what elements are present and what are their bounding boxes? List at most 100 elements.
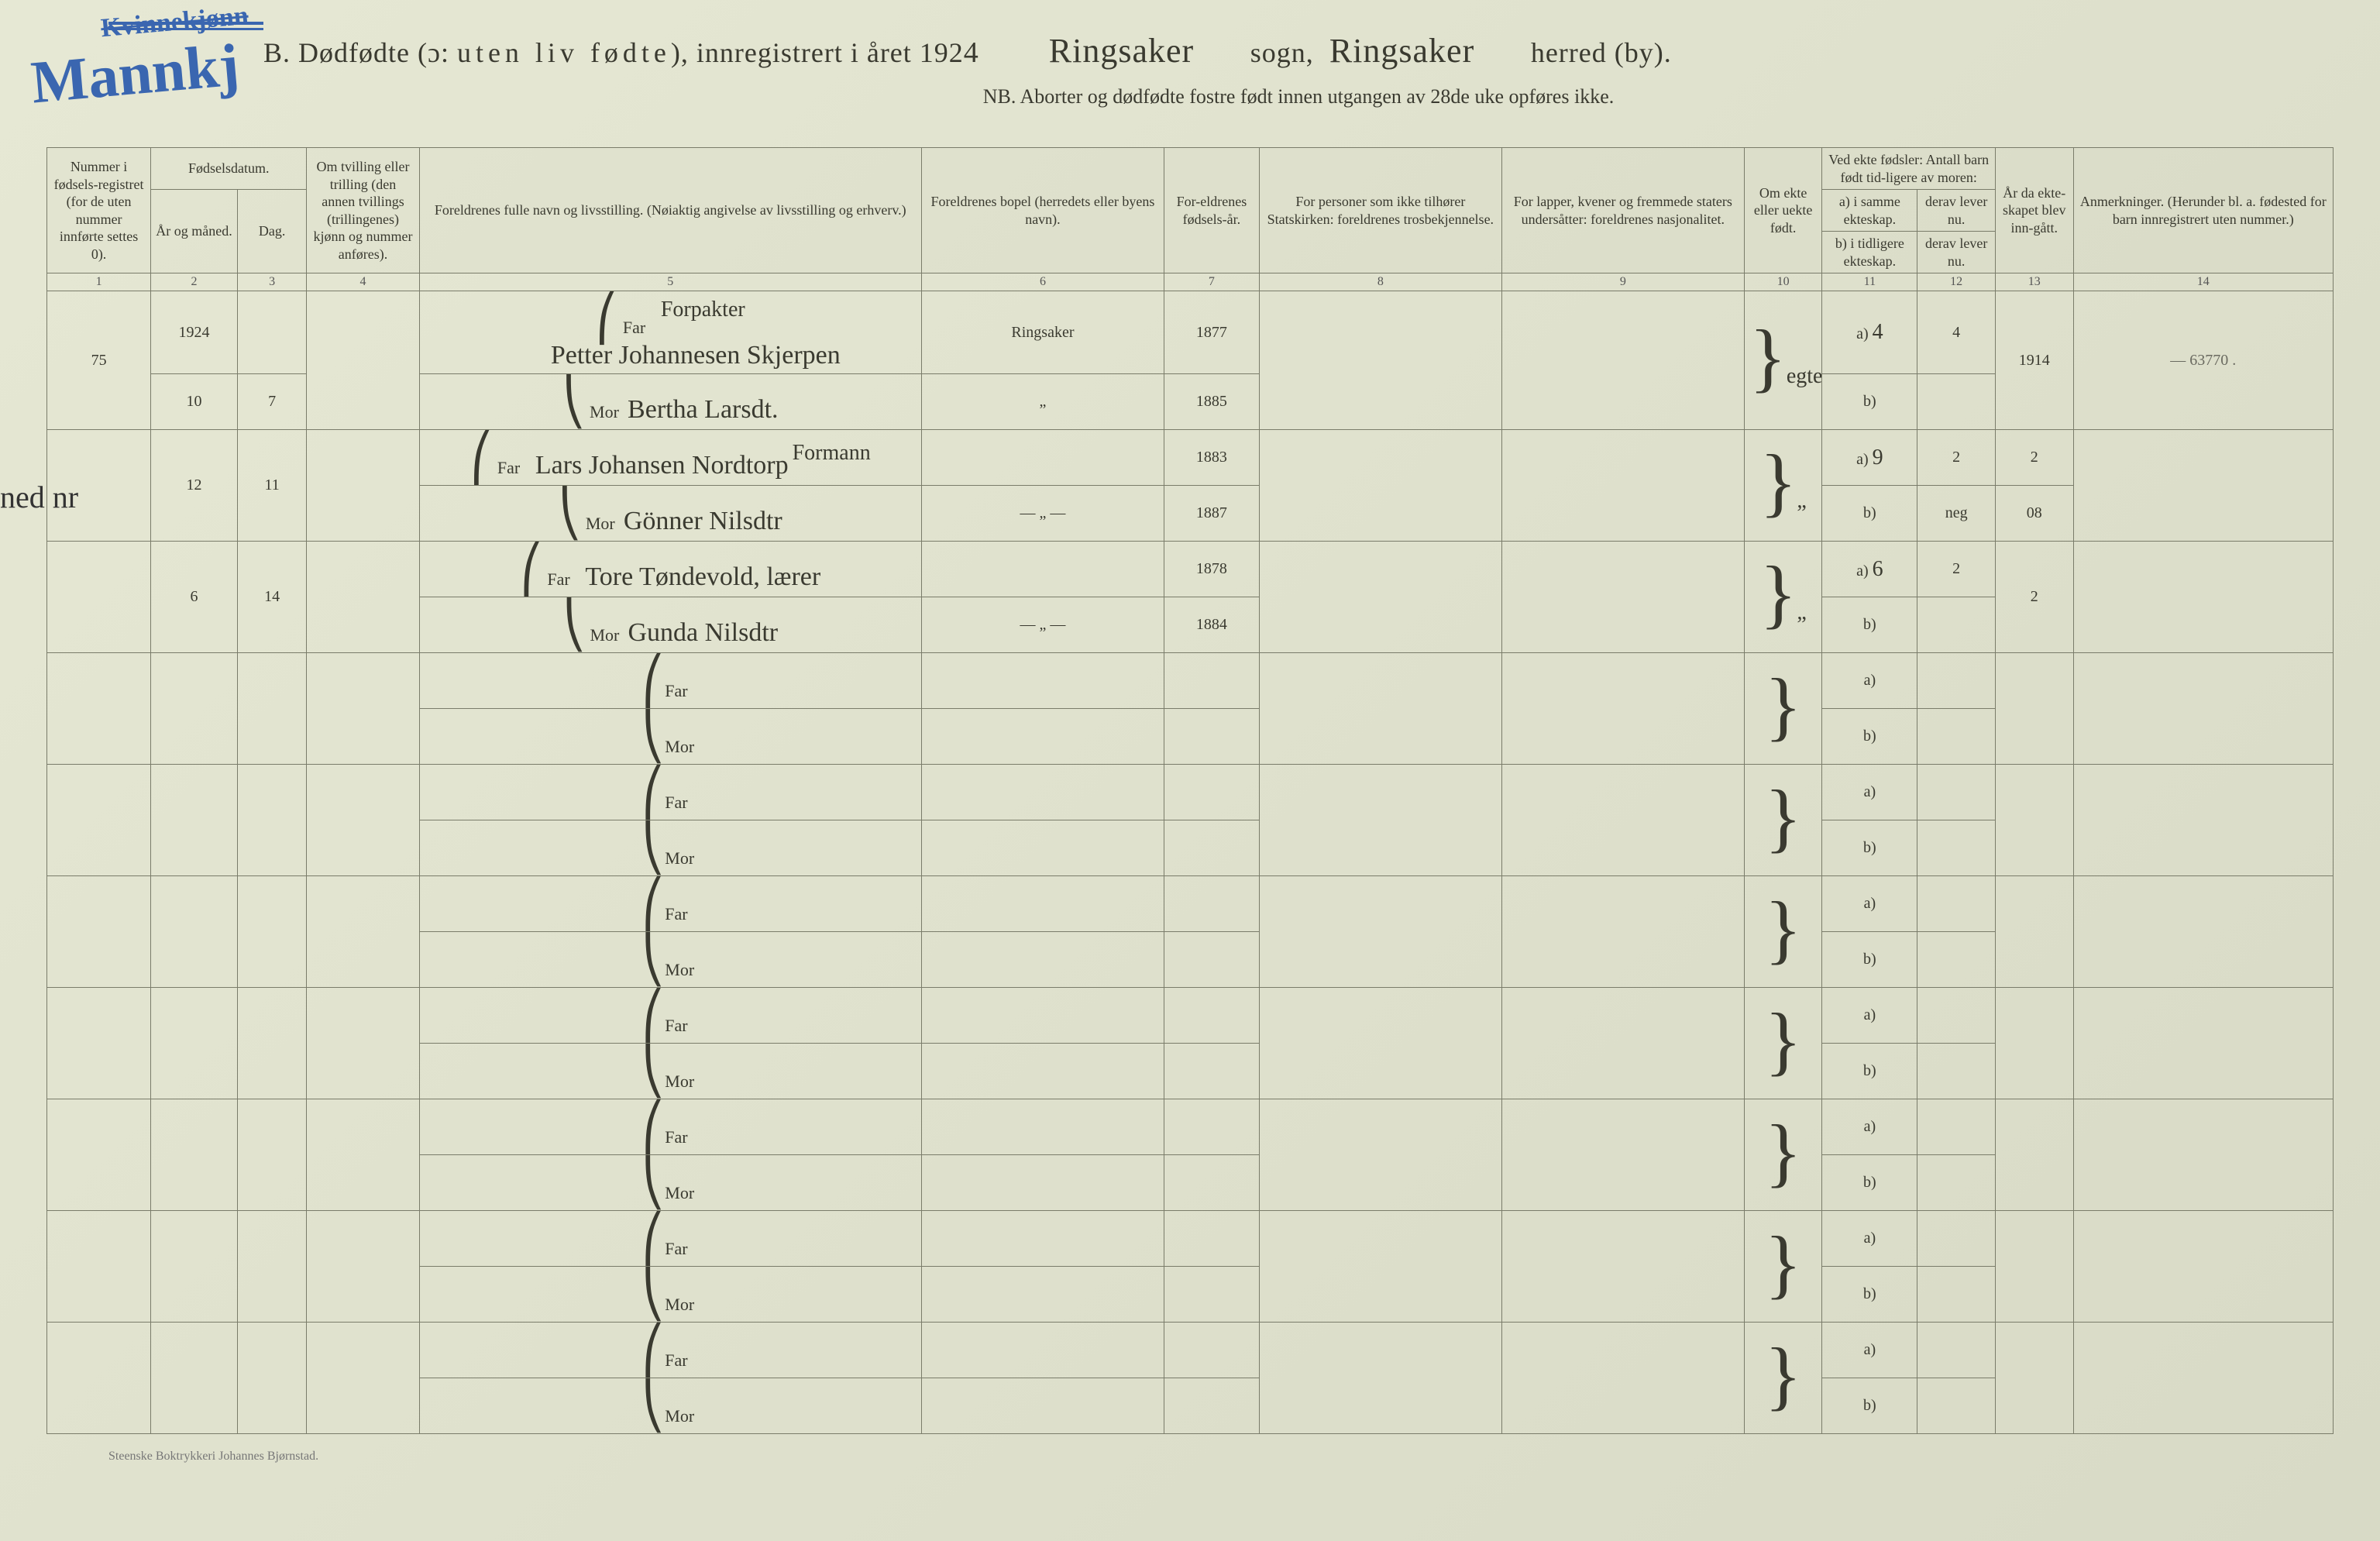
colnum-10: 10	[1744, 273, 1822, 291]
colnum-5: 5	[419, 273, 921, 291]
entry-1-b-lev	[1917, 374, 1996, 430]
entry-3-ekteaar: 2	[1995, 542, 2073, 653]
entry-3-b-lev	[1917, 597, 1996, 653]
empty-row: ⎛Far } a)	[47, 1099, 2334, 1155]
empty-mor-cell: ⎝Mor	[419, 1267, 921, 1323]
empty-far-cell: ⎛Far	[419, 988, 921, 1044]
entry-2-faar: 1883	[1164, 430, 1259, 486]
entry-3-anm	[2073, 542, 2333, 653]
entry-1-far-occ: Forpakter	[661, 298, 745, 322]
entry-3-ekte: }„	[1744, 542, 1822, 653]
col-6-header: Foreldrenes bopel (herredets eller byens…	[921, 148, 1164, 273]
entry-2-b-lev: neg	[1917, 486, 1996, 542]
brace-icon: ⎛	[596, 292, 619, 343]
empty-mor-cell: ⎝Mor	[419, 1044, 921, 1099]
empty-b: b)	[1822, 1267, 1917, 1323]
entry-1-ekte-val: egte	[1787, 364, 1822, 388]
col-1-header: Nummer i fødsels-registret (for de uten …	[47, 148, 151, 273]
brace-icon: ⎝	[563, 600, 586, 651]
entry-3-far-cell: ⎛ Far Tore Tøndevold, lærer	[419, 542, 921, 597]
entry-2-bopel-far	[921, 430, 1164, 486]
entry-3-twin	[307, 542, 419, 653]
herred-label: herred (by).	[1531, 37, 1672, 68]
herred-value: Ringsaker	[1322, 31, 1523, 71]
brace-icon: ⎝	[562, 377, 586, 428]
brace-icon: ⎝	[559, 488, 582, 539]
entry-1-11a: a) 4	[1822, 291, 1917, 374]
empty-a: a)	[1822, 1099, 1917, 1155]
entry-2-a-lev: 2	[1917, 430, 1996, 486]
entry-3-maar: 1884	[1164, 597, 1259, 653]
brace-icon: ⎛	[641, 1325, 665, 1376]
empty-brace: }	[1744, 1211, 1822, 1323]
entry-1-anm: — 63770 .	[2073, 291, 2333, 430]
entry-1-ekteaar: 1914	[1995, 291, 2073, 430]
entry-3-tros	[1259, 542, 1501, 653]
far-label: Far	[665, 904, 699, 924]
mor-label: Mor	[665, 1295, 699, 1315]
empty-mor-cell: ⎝Mor	[419, 820, 921, 876]
entry-2-far-occ: Formann	[793, 441, 871, 465]
entry-2-bopel-mor: — „ —	[921, 486, 1164, 542]
entry-3-mor-cell: ⎝ Mor Gunda Nilsdtr	[419, 597, 921, 653]
entry-1-faar: 1877	[1164, 291, 1259, 374]
brace-icon: ⎛	[641, 879, 665, 930]
col-2b-header: Dag.	[237, 190, 306, 273]
empty-b: b)	[1822, 1044, 1917, 1099]
entry-3-month: 6	[151, 542, 238, 653]
brace-icon: ⎝	[641, 1046, 665, 1097]
strike-line-1	[108, 22, 263, 25]
title-line: B. Dødfødte (ɔ: uten liv fødte), innregi…	[263, 31, 2334, 71]
col-5-header: Foreldrenes fulle navn og livsstilling. …	[419, 148, 921, 273]
colnum-12: 12	[1917, 273, 1996, 291]
far-label: Far	[547, 569, 581, 590]
empty-row: ⎛Far } a)	[47, 1323, 2334, 1378]
a-label: a)	[1856, 451, 1869, 468]
strike-line-2	[108, 28, 263, 30]
entry-1-mor-cell: ⎝ Mor Bertha Larsdt.	[419, 374, 921, 430]
title-mid: ), innregistrert i året 192	[671, 37, 964, 68]
entry-1-a-lev: 4	[1917, 291, 1996, 374]
mor-label: Mor	[665, 1183, 699, 1203]
colnum-8: 8	[1259, 273, 1501, 291]
empty-b: b)	[1822, 820, 1917, 876]
empty-brace: }	[1744, 1323, 1822, 1434]
entry-2-anm	[2073, 430, 2333, 542]
b-label: b)	[1863, 616, 1876, 633]
colnum-3: 3	[237, 273, 306, 291]
empty-brace: }	[1744, 1099, 1822, 1211]
colnum-7: 7	[1164, 273, 1259, 291]
empty-row: ⎛Far } a)	[47, 653, 2334, 709]
entry-3-bopel-far	[921, 542, 1164, 597]
brace-icon: ⎝	[641, 1269, 665, 1320]
empty-b: b)	[1822, 932, 1917, 988]
b-label: b)	[1863, 393, 1876, 410]
col-11a-header: a) i samme ekteskap.	[1822, 190, 1917, 232]
entry-3-far-name: Tore Tøndevold, lærer	[585, 562, 820, 591]
mor-label: Mor	[665, 848, 699, 869]
brace-icon: ⎝	[641, 1157, 665, 1209]
entry-2-11b: b)	[1822, 486, 1917, 542]
empty-far-cell: ⎛Far	[419, 1099, 921, 1155]
mor-label: Mor	[665, 1071, 699, 1092]
mor-label: Mor	[590, 402, 624, 422]
entry-3-11a: a) 6	[1822, 542, 1917, 597]
empty-row: ⎛Far } a)	[47, 765, 2334, 820]
empty-a: a)	[1822, 765, 1917, 820]
a-label: a)	[1856, 325, 1869, 342]
brace-icon: ⎛	[641, 1213, 665, 1264]
colnum-9: 9	[1501, 273, 1744, 291]
register-table: Nummer i fødsels-registret (for de uten …	[46, 147, 2334, 1434]
entry-1-a-val: 4	[1873, 320, 1883, 344]
entry-2-11a: a) 9	[1822, 430, 1917, 486]
col-2-header-top: Fødselsdatum.	[151, 148, 307, 190]
empty-mor-cell: ⎝Mor	[419, 1155, 921, 1211]
empty-b: b)	[1822, 709, 1917, 765]
entry-2-a-val: 9	[1873, 445, 1883, 470]
entry-1-maar: 1885	[1164, 374, 1259, 430]
brace-icon: ⎝	[641, 711, 665, 762]
col-12a-header: derav lever nu.	[1917, 190, 1996, 232]
entry-3-day: 14	[237, 542, 306, 653]
margin-note-row2: ned nr	[0, 479, 78, 515]
entry-1-tros	[1259, 291, 1501, 430]
